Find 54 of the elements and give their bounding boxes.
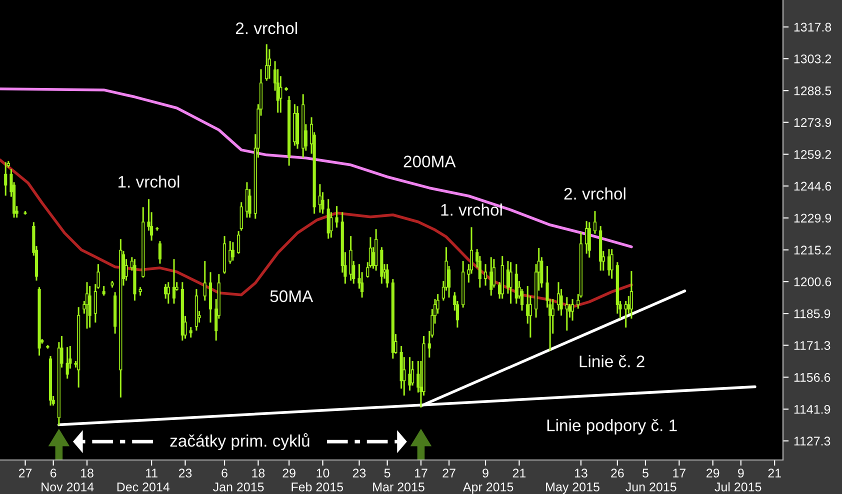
annotation: Linie podpory č. 1 bbox=[547, 418, 677, 435]
annotation: 2. vrchol bbox=[564, 187, 626, 200]
x-tick-label: 6 bbox=[50, 468, 56, 478]
annotation: 1. vrchol bbox=[118, 175, 180, 188]
x2-tick-label: Dec 2014 bbox=[117, 482, 170, 492]
y-tick-label: 1156.6 bbox=[794, 373, 830, 382]
annotation: 2. vrchol bbox=[236, 22, 297, 34]
y-tick-label: 1215.2 bbox=[794, 246, 832, 255]
annotation: 1. vrchol bbox=[441, 204, 502, 216]
annotation: 50MA bbox=[270, 290, 314, 302]
y-tick-label: 1273.9 bbox=[794, 118, 832, 127]
x-tick-label: 21 bbox=[512, 468, 526, 478]
x-tick-label: 6 bbox=[222, 468, 228, 478]
x-tick-label: 18 bbox=[252, 468, 265, 478]
y-tick-label: 1288.5 bbox=[794, 86, 832, 96]
y-tick-label: 1317.8 bbox=[794, 22, 832, 32]
x-tick-label: 23 bbox=[178, 468, 192, 478]
x-tick-label: 18 bbox=[81, 468, 94, 478]
x2-tick-label: Apr 2015 bbox=[462, 482, 514, 494]
y-tick-label: 1171.3 bbox=[794, 341, 830, 350]
y-tick-label: 1229.9 bbox=[794, 214, 832, 223]
x2-tick-label: May 2015 bbox=[546, 482, 600, 494]
x-tick-label: 29 bbox=[282, 468, 296, 478]
y-tick-label: 1200.6 bbox=[794, 277, 832, 286]
y-tick-label: 1244.6 bbox=[794, 182, 832, 191]
x2-tick-label: Jan 2015 bbox=[213, 482, 264, 492]
x2-tick-label: Mar 2015 bbox=[373, 482, 424, 492]
x2-tick-label: Jun 2015 bbox=[626, 482, 676, 492]
y-tick-label: 1303.2 bbox=[794, 54, 832, 64]
x2-tick-label: Nov 2014 bbox=[42, 482, 94, 492]
x-tick-label: 27 bbox=[18, 468, 32, 478]
y-tick-label: 1141.9 bbox=[794, 404, 830, 414]
x-tick-label: 17 bbox=[414, 468, 428, 478]
x-tick-label: 11 bbox=[146, 468, 158, 478]
x2-tick-label: Jul 2015 bbox=[714, 482, 762, 492]
x-tick-label: 27 bbox=[442, 468, 456, 478]
x-tick-label: 17 bbox=[673, 468, 686, 478]
y-tick-label: 1185.9 bbox=[794, 309, 830, 318]
x2-tick-label: Feb 2015 bbox=[292, 482, 344, 492]
x-tick-label: 5 bbox=[384, 468, 390, 478]
x-tick-label: 10 bbox=[316, 468, 330, 478]
x-tick-label: 9 bbox=[482, 468, 488, 478]
y-tick-label: 1127.3 bbox=[794, 436, 830, 446]
x-tick-label: 21 bbox=[768, 468, 781, 478]
x-tick-label: 5 bbox=[642, 468, 648, 478]
y-tick-label: 1259.2 bbox=[794, 150, 832, 159]
x-tick-label: 23 bbox=[352, 468, 366, 478]
x-tick-label: 29 bbox=[706, 468, 720, 478]
annotation: začátky prim. cyklů bbox=[170, 433, 310, 450]
x-tick-label: 13 bbox=[574, 468, 588, 478]
annotation: Linie č. 2 bbox=[580, 355, 644, 368]
x-tick-label: 26 bbox=[611, 468, 624, 478]
x-tick-label: 9 bbox=[738, 468, 744, 478]
annotation: 200MA bbox=[404, 156, 456, 168]
